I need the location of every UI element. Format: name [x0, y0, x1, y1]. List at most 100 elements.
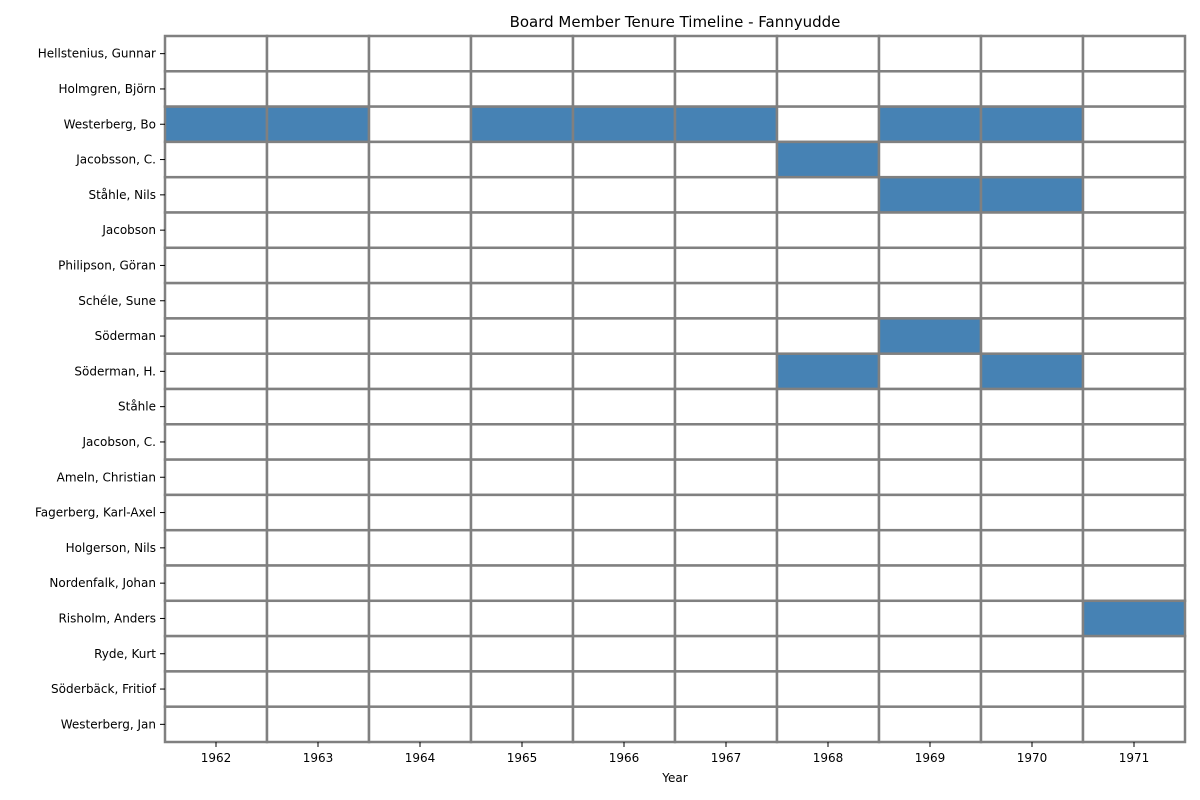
tenure-cell-empty [571, 352, 677, 391]
tenure-cell-empty [265, 211, 371, 250]
tenure-cell-empty [265, 70, 371, 108]
tenure-cell-empty [265, 528, 371, 567]
tenure-cell-empty [469, 599, 575, 638]
tenure-cell-empty [367, 387, 473, 426]
tenure-cell-empty [163, 387, 269, 426]
tenure-cell-empty [571, 317, 677, 355]
tenure-cell-empty [979, 634, 1085, 673]
tenure-cell-empty [571, 281, 677, 320]
tenure-cell-active [1081, 599, 1187, 638]
tenure-cell-empty [265, 423, 371, 461]
tenure-cell-empty [877, 634, 983, 673]
tenure-cell-empty [265, 352, 371, 391]
tenure-cell-empty [163, 599, 269, 638]
y-tick-label: Holmgren, Björn [58, 82, 156, 96]
tenure-cell-empty [265, 564, 371, 603]
tenure-cell-empty [673, 705, 779, 744]
tenure-cell-empty [265, 317, 371, 355]
tenure-cell-empty [469, 246, 575, 285]
tenure-cell-empty [1081, 317, 1187, 355]
tenure-cell-active [979, 352, 1085, 391]
tenure-cell-empty [877, 246, 983, 285]
tenure-cell-empty [163, 175, 269, 214]
tenure-cell-empty [1081, 387, 1187, 426]
tenure-cell-empty [367, 211, 473, 250]
tenure-cell-empty [571, 493, 677, 532]
tenure-cell-empty [673, 246, 779, 285]
y-tick-label: Holgerson, Nils [66, 541, 156, 555]
tenure-cell-empty [469, 34, 575, 73]
tenure-cell-empty [673, 140, 779, 179]
tenure-cell-empty [775, 528, 881, 567]
tenure-cell-empty [265, 246, 371, 285]
tenure-cell-empty [673, 34, 779, 73]
tenure-cell-empty [367, 670, 473, 708]
tenure-cell-active [265, 105, 371, 144]
y-tick-label: Hellstenius, Gunnar [38, 47, 156, 61]
tenure-cell-empty [1081, 175, 1187, 214]
tenure-cell-empty [571, 211, 677, 250]
y-tick-label: Westerberg, Jan [61, 717, 156, 731]
tenure-cell-empty [775, 246, 881, 285]
tenure-cell-empty [163, 281, 269, 320]
tenure-cell-empty [877, 670, 983, 708]
x-tick-label: 1965 [507, 751, 538, 765]
tenure-cell-empty [469, 387, 575, 426]
tenure-cell-active [877, 317, 983, 355]
y-tick-label: Ryde, Kurt [94, 647, 156, 661]
tenure-cell-empty [163, 211, 269, 250]
tenure-cell-empty [469, 70, 575, 108]
tenure-cell-empty [571, 634, 677, 673]
tenure-cell-empty [1081, 670, 1187, 708]
tenure-cell-empty [265, 670, 371, 708]
tenure-cell-empty [979, 705, 1085, 744]
tenure-cell-empty [265, 281, 371, 320]
x-axis-label: Year [661, 771, 687, 785]
tenure-cell-empty [877, 140, 983, 179]
tenure-cell-empty [367, 70, 473, 108]
tenure-cell-active [775, 140, 881, 179]
tenure-cell-empty [367, 493, 473, 532]
tenure-cell-empty [775, 634, 881, 673]
tenure-cell-empty [265, 387, 371, 426]
tenure-cell-empty [367, 317, 473, 355]
tenure-cell-empty [673, 387, 779, 426]
y-tick-label: Nordenfalk, Johan [49, 576, 156, 590]
x-tick-label: 1968 [813, 751, 844, 765]
tenure-cell-empty [979, 387, 1085, 426]
x-tick-label: 1970 [1017, 751, 1048, 765]
tenure-cell-active [571, 105, 677, 144]
tenure-cell-empty [979, 140, 1085, 179]
tenure-cell-empty [877, 70, 983, 108]
tenure-cell-empty [775, 423, 881, 461]
tenure-cell-empty [571, 564, 677, 603]
tenure-cell-empty [367, 246, 473, 285]
y-tick-label: Fagerberg, Karl-Axel [35, 506, 156, 520]
tenure-cell-empty [265, 34, 371, 73]
tenure-cell-empty [469, 528, 575, 567]
tenure-cell-empty [673, 599, 779, 638]
tenure-cell-active [469, 105, 575, 144]
tenure-cell-empty [1081, 105, 1187, 144]
tenure-cell-empty [877, 211, 983, 250]
tenure-cell-empty [979, 493, 1085, 532]
x-axis: 1962 1963 1964 1965 1966 1967 1968 1969 1970 1971 [201, 742, 1149, 765]
tenure-cell-empty [775, 34, 881, 73]
tenure-cell-empty [469, 458, 575, 497]
tenure-cell-empty [163, 423, 269, 461]
y-axis: Hellstenius, Gunnar Holmgren, Björn Wester… [35, 47, 165, 731]
tenure-cell-empty [673, 564, 779, 603]
tenure-cell-empty [571, 70, 677, 108]
tenure-cell-empty [877, 458, 983, 497]
tenure-cell-empty [979, 528, 1085, 567]
tenure-cell-empty [571, 140, 677, 179]
tenure-cell-empty [163, 670, 269, 708]
x-tick-label: 1962 [201, 751, 232, 765]
tenure-cell-empty [367, 105, 473, 144]
tenure-cell-empty [1081, 705, 1187, 744]
tenure-cell-empty [673, 493, 779, 532]
tenure-cell-empty [163, 634, 269, 673]
tenure-cell-empty [571, 528, 677, 567]
tenure-cell-empty [571, 423, 677, 461]
tenure-cell-empty [469, 352, 575, 391]
